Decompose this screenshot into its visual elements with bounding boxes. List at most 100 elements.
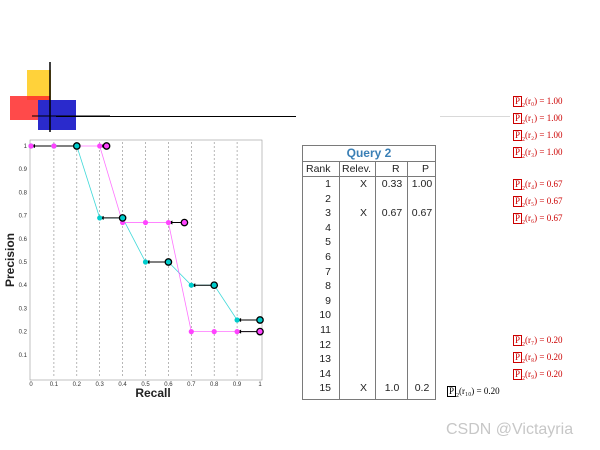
precision-symbol: P [513, 130, 523, 141]
data-point [211, 329, 217, 335]
interpolated-point [256, 316, 264, 324]
y-tick-label: 0.3 [19, 306, 28, 312]
interpolated-precision-label: P 2(r₇) = 0.20 [513, 335, 563, 348]
y-tick-label: 0.5 [19, 260, 28, 266]
table-row: 1 X 0.33 1.00 [303, 177, 435, 192]
recall-cell: 1.0 [384, 382, 400, 395]
query-subscript: 2 [456, 392, 460, 399]
precision-symbol: P [513, 113, 523, 124]
recall-level: r₃ [528, 147, 535, 157]
table-row: 10 [303, 308, 435, 323]
query-subscript: 2 [522, 136, 526, 143]
slide-logo-decoration [10, 62, 110, 132]
rank-cell: 10 [319, 309, 331, 322]
recall-level: r₇ [528, 335, 535, 345]
interpolated-point [180, 218, 189, 227]
data-point [188, 282, 194, 288]
y-axis-label: Precision [3, 233, 17, 287]
plot-frame [29, 139, 263, 381]
interpolated-precision-label: P 2(r₁) = 1.00 [513, 113, 563, 126]
recall-level: r₈ [528, 352, 535, 362]
recall-level: r₂ [528, 130, 535, 140]
series-line-1 [31, 145, 260, 321]
table-row: 4 [303, 221, 435, 236]
query-subscript: 2 [522, 202, 526, 209]
x-tick-label: 0.1 [50, 382, 59, 388]
query-subscript: 2 [522, 102, 526, 109]
precision-value: = 0.67 [539, 196, 563, 206]
precision-symbol: P [513, 179, 523, 190]
y-tick-labels: 1 0.9 0.8 0.7 0.6 0.5 0.4 0.3 0.2 0.1 [19, 144, 28, 359]
x-tick-label: 0.6 [164, 382, 173, 388]
data-point [97, 143, 103, 149]
precision-value: = 1.00 [539, 147, 563, 157]
x-tick-label: 0 [29, 382, 33, 388]
precision-value: = 0.20 [539, 335, 563, 345]
interpolated-precision-label: P 2(r₀) = 1.00 [513, 96, 563, 109]
recall-cell: 0.67 [381, 207, 403, 220]
watermark: CSDN @Victayria [446, 421, 574, 438]
precision-symbol: P [513, 352, 523, 363]
interpolated-precision-label: P 2(r₃) = 1.00 [513, 147, 563, 160]
header-rank: Rank [306, 163, 331, 175]
precision-symbol: P [513, 96, 523, 107]
interpolated-point [164, 258, 173, 266]
rank-cell: 3 [325, 207, 331, 220]
x-tick-labels: 0 0.1 0.2 0.3 0.4 0.5 0.6 0.7 0.8 0.9 1 [29, 382, 262, 388]
table-row: 14 [303, 367, 435, 382]
query-subscript: 2 [522, 375, 526, 382]
table-row: 7 [303, 265, 435, 280]
interpolated-precision-label: P 2(r₄) = 0.67 [513, 179, 563, 192]
table-divider [407, 161, 408, 399]
rank-cell: 5 [325, 236, 331, 249]
data-point [97, 215, 103, 221]
x-tick-label: 0.3 [96, 382, 105, 388]
recall-level: r₁ [528, 113, 535, 123]
rank-cell: 2 [325, 192, 331, 205]
precision-value: = 0.20 [539, 352, 563, 362]
recall-level: r₅ [528, 196, 535, 206]
precision-value: = 0.67 [539, 179, 563, 189]
precision-recall-chart: 0 0.1 0.2 0.3 0.4 0.5 0.6 0.7 0.8 0.9 1 1 0.9 0.8 0.7… [3, 139, 264, 400]
relevance-cell: X [360, 382, 368, 395]
y-tick-label: 0.9 [19, 167, 28, 173]
x-tick-label: 0.4 [118, 382, 127, 388]
y-tick-label: 0.6 [19, 237, 28, 243]
table-row: 3 X 0.67 0.67 [303, 206, 435, 221]
recall-level: r₀ [528, 96, 535, 106]
rank-cell: 7 [325, 265, 331, 278]
data-point [165, 219, 171, 226]
title-divider-line-faint [440, 116, 510, 117]
recall-cell: 0.33 [381, 178, 403, 190]
relevance-cell: X [360, 207, 368, 220]
data-point [51, 143, 57, 149]
table-row: 8 [303, 279, 435, 294]
table-row: 15 X 1.0 0.2 [303, 381, 435, 396]
x-tick-label: 0.7 [187, 382, 196, 388]
table-row: 6 [303, 250, 435, 265]
rank-cell: 9 [325, 294, 331, 307]
table-row: 13 [303, 352, 435, 367]
precision-value: = 1.00 [539, 113, 563, 123]
interpolated-precision-label: P 2(r₉) = 0.20 [513, 369, 563, 382]
interpolated-point [256, 327, 264, 336]
x-tick-label: 1 [258, 382, 262, 388]
precision-cell: 0.2 [414, 382, 430, 395]
rank-cell: 6 [325, 251, 331, 263]
recall-level: r₁₀ [462, 386, 472, 396]
rank-cell: 4 [325, 221, 331, 234]
title-divider-line [56, 116, 296, 117]
x-tick-label: 0.2 [73, 382, 82, 388]
x-tick-label: 0.8 [210, 382, 219, 388]
interpolated-precision-label: P 2(r₁₀) = 0.20 [447, 386, 500, 399]
precision-value: = 0.20 [539, 369, 563, 379]
interpolated-precision-label: P 2(r₆) = 0.67 [513, 213, 563, 226]
interpolated-point [118, 214, 127, 222]
y-tick-label: 0.1 [19, 353, 28, 359]
y-tick-label: 0.4 [19, 283, 28, 289]
y-tick-label: 0.2 [19, 330, 28, 336]
recall-level: r₆ [528, 213, 535, 223]
precision-cell: 0.67 [411, 207, 433, 220]
y-tick-label: 0.7 [19, 214, 28, 220]
table-divider [375, 161, 376, 399]
